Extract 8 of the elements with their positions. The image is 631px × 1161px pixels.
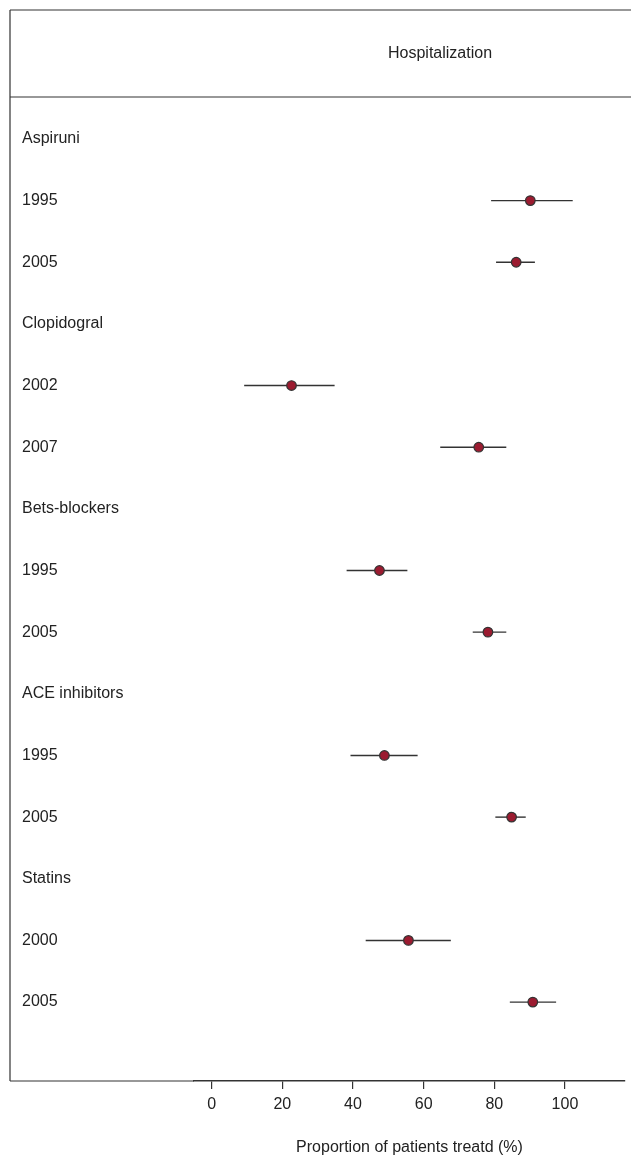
x-axis-title: Proportion of patients treatd (%)	[296, 1137, 523, 1155]
x-tick-label: 60	[414, 1095, 433, 1113]
x-tick-label: 100	[551, 1095, 579, 1113]
x-tick-label: 0	[207, 1095, 217, 1113]
chart-title: Hospitalization	[387, 43, 493, 61]
x-tick-label: 80	[485, 1095, 504, 1113]
x-tick-label: 40	[344, 1095, 362, 1113]
x-tick-label: 20	[273, 1095, 292, 1113]
